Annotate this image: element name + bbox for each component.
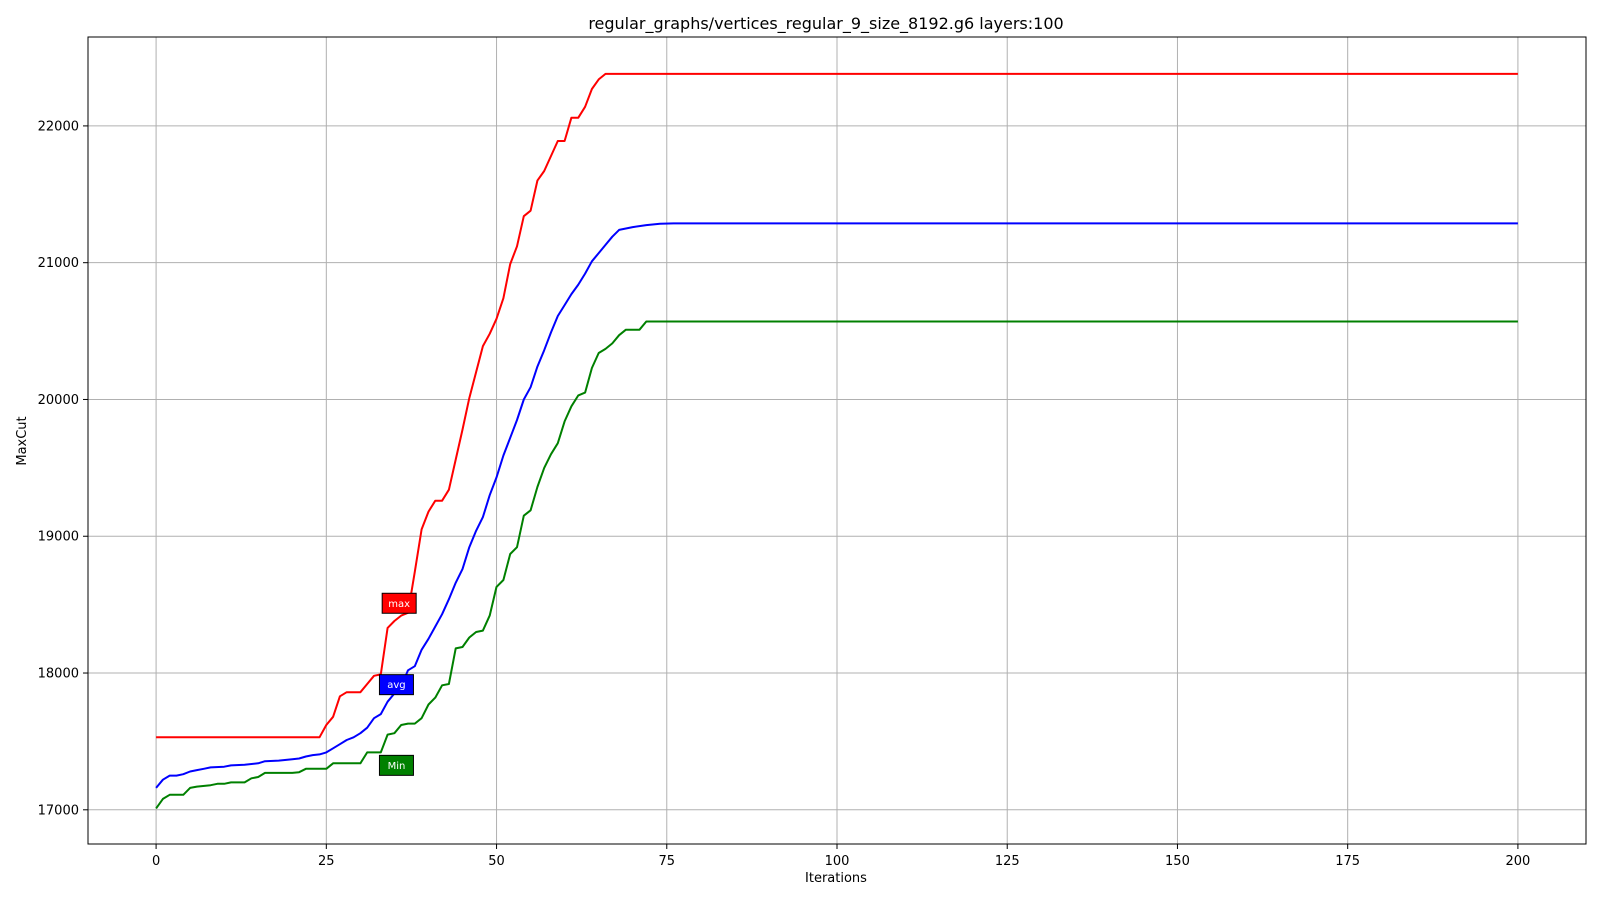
legend: max avg Min: [378, 592, 417, 776]
x-tick-label: 75: [658, 854, 675, 869]
legend-label-avg: avg: [387, 680, 405, 691]
x-axis-label: Iterations: [805, 871, 867, 886]
legend-box-avg: [378, 674, 414, 696]
y-tick-label: 19000: [38, 530, 79, 545]
y-tick-label: 22000: [38, 119, 79, 134]
x-tick-label: 125: [995, 854, 1020, 869]
y-tick-label: 17000: [38, 803, 79, 818]
y-axis-label: MaxCut: [15, 416, 30, 465]
legend-label-max: max: [388, 599, 410, 610]
x-tick-label: 175: [1335, 854, 1360, 869]
chart-title: regular_graphs/vertices_regular_9_size_8…: [588, 14, 1063, 34]
grid: [88, 37, 1586, 844]
series-group: [155, 72, 1518, 809]
x-tick-label: 100: [825, 854, 850, 869]
y-tick-label: 18000: [38, 667, 79, 682]
legend-box-max: [381, 592, 417, 614]
legend-box-min: [378, 754, 414, 776]
x-tick-label: 25: [318, 854, 335, 869]
y-tick-label: 21000: [38, 256, 79, 271]
legend-label-min: Min: [388, 761, 406, 772]
series-line-max: [156, 72, 1518, 739]
x-axis: 0 25 50 75 100 125 150 175 200: [152, 844, 1530, 869]
x-tick-label: 200: [1505, 854, 1530, 869]
x-tick-label: 0: [152, 854, 160, 869]
y-tick-label: 20000: [38, 393, 79, 408]
series-line-min: [155, 320, 1518, 809]
y-axis: 17000 18000 19000 20000 21000 22000: [38, 119, 88, 818]
x-tick-label: 50: [488, 854, 505, 869]
x-tick-label: 150: [1165, 854, 1190, 869]
series-line-avg: [155, 222, 1518, 789]
